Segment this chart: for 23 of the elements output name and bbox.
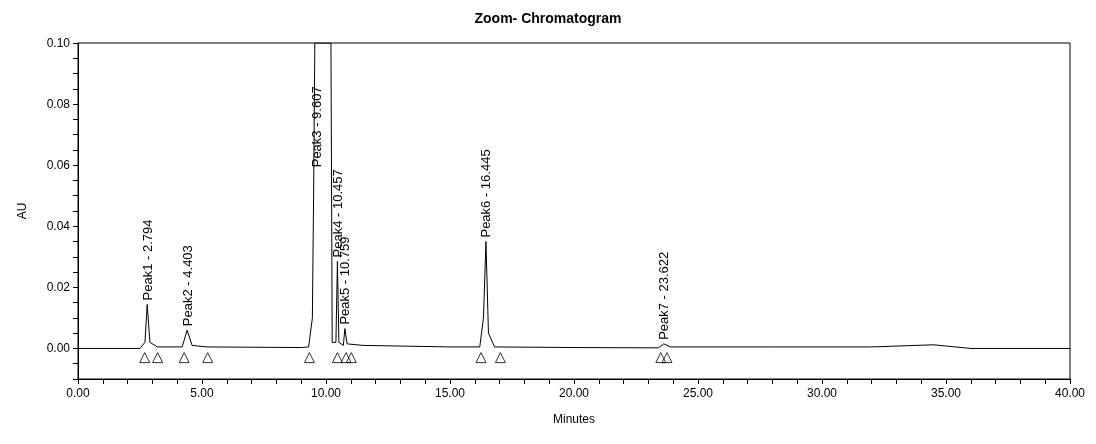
- x-tick-label: 25.00: [682, 386, 714, 400]
- x-tick-label: 0.00: [66, 386, 90, 400]
- x-tick-label: 40.00: [1054, 386, 1086, 400]
- annotation: Peak7 - 23.622: [656, 251, 672, 340]
- annotation: Peak1 - 2.794: [139, 219, 155, 301]
- y-tick-label: 0.04: [46, 219, 71, 234]
- x-tick-label: 10.00: [310, 386, 342, 400]
- x-tick-label: 20.00: [558, 386, 590, 400]
- x-tick-label: 5.00: [190, 386, 214, 400]
- chart-title: Zoom- Chromatogram: [474, 10, 622, 26]
- x-tick-label: 15.00: [434, 386, 466, 400]
- y-tick-label: 0.02: [46, 280, 71, 295]
- annotation: Peak2 - 4.403: [179, 245, 195, 327]
- x-axis-title: Minutes: [552, 412, 596, 426]
- x-tick-label: 30.00: [806, 386, 838, 400]
- y-tick-label: 0.08: [46, 97, 71, 112]
- x-tick-label: 35.00: [930, 386, 962, 400]
- y-tick-label: 0.00: [46, 341, 71, 356]
- y-axis-title: AU: [15, 202, 29, 220]
- y-tick-label: 0.10: [46, 36, 71, 50]
- y-tick-label: 0.06: [46, 158, 71, 173]
- annotation: Peak3 - 9.607: [308, 86, 324, 168]
- annotation: Peak6 - 16.445: [478, 149, 494, 238]
